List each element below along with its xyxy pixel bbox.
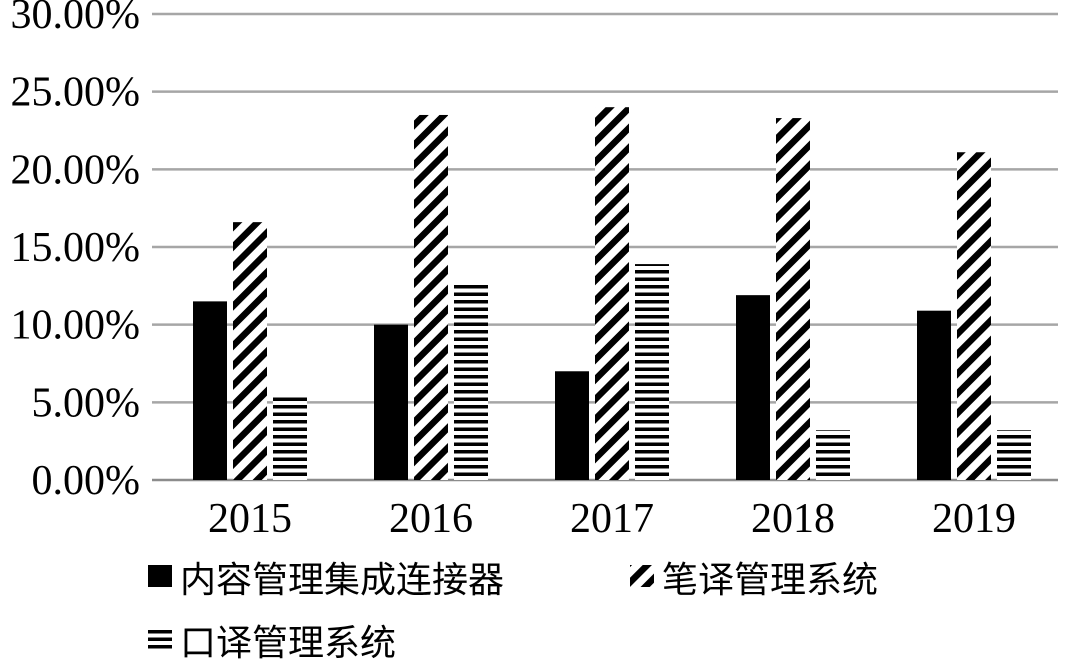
- bar-diagonal-2015: [233, 222, 267, 480]
- legend-item: 笔译管理系统: [630, 560, 878, 601]
- y-tick-label: 20.00%: [11, 147, 141, 193]
- bars: [193, 107, 1031, 480]
- bar-diagonal-2016: [414, 114, 448, 480]
- bar-solid-2015: [193, 301, 227, 480]
- bar-solid-2018: [736, 295, 770, 480]
- bar-solid-2016: [374, 324, 408, 480]
- bar-horizontal-2016: [454, 281, 488, 480]
- x-tick-label: 2015: [208, 496, 292, 542]
- y-tick-label: 0.00%: [32, 458, 141, 504]
- legend-item: 内容管理集成连接器: [148, 560, 504, 601]
- x-tick-label: 2019: [932, 496, 1016, 542]
- bar-diagonal-2017: [595, 107, 629, 480]
- legend-label: 口译管理系统: [180, 623, 396, 664]
- legend-label: 笔译管理系统: [662, 560, 878, 601]
- y-tick-label: 5.00%: [32, 380, 141, 426]
- legend-swatch-horizontal: [148, 628, 172, 650]
- y-axis-tick-labels: 0.00% 5.00% 10.00% 15.00% 20.00% 25.00% 30.00%: [11, 0, 141, 504]
- legend-swatch-diagonal: [630, 565, 654, 587]
- legend-label: 内容管理集成连接器: [180, 560, 504, 601]
- bar-solid-2019: [917, 310, 951, 480]
- x-tick-label: 2018: [751, 496, 835, 542]
- x-axis-tick-labels: 2015 2016 2017 2018 2019: [208, 496, 1016, 542]
- bar-horizontal-2018: [816, 430, 850, 480]
- bar-horizontal-2017: [635, 264, 669, 480]
- legend-item: 口译管理系统: [148, 623, 396, 664]
- bar-solid-2017: [555, 371, 589, 480]
- legend-swatch-solid: [148, 565, 172, 587]
- bar-diagonal-2019: [957, 152, 991, 480]
- bar-horizontal-2015: [273, 394, 307, 480]
- bar-horizontal-2019: [997, 430, 1031, 480]
- y-tick-label: 30.00%: [11, 0, 141, 38]
- bar-diagonal-2018: [776, 118, 810, 480]
- x-tick-label: 2017: [570, 496, 654, 542]
- y-tick-label: 10.00%: [11, 303, 141, 349]
- y-tick-label: 15.00%: [11, 225, 141, 271]
- y-tick-label: 25.00%: [11, 70, 141, 116]
- x-tick-label: 2016: [389, 496, 473, 542]
